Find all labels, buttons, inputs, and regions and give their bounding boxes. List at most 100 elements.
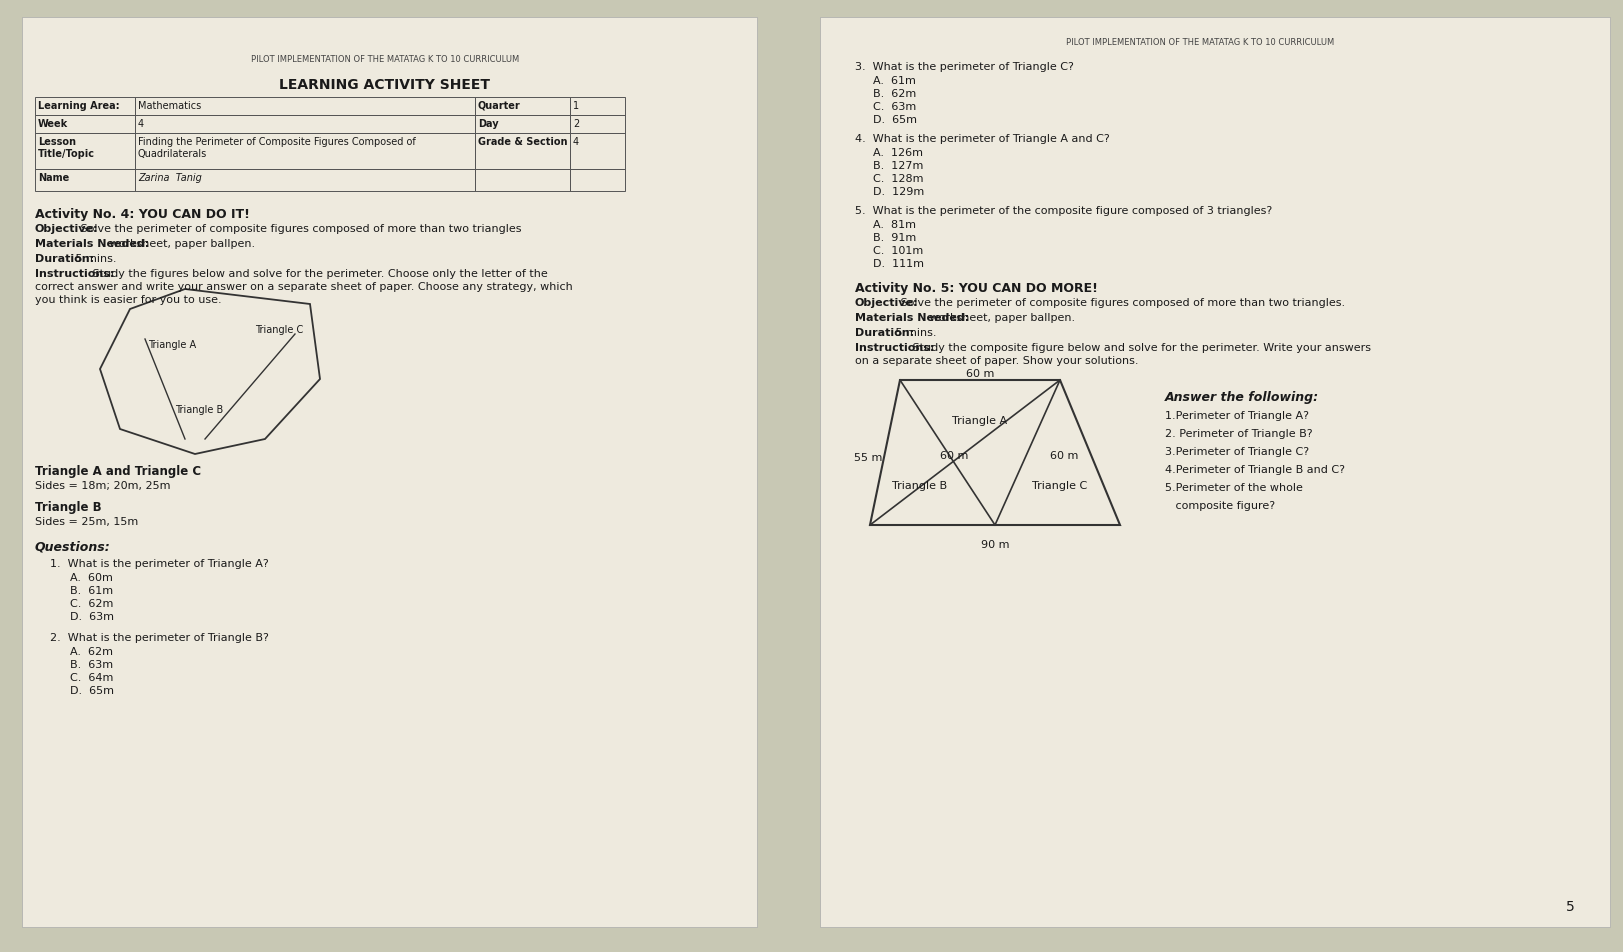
Text: Triangle B: Triangle B	[36, 501, 102, 513]
Bar	[36, 134, 135, 169]
Text: 1.Perimeter of Triangle A?: 1.Perimeter of Triangle A?	[1164, 410, 1308, 421]
Text: 55 m: 55 m	[854, 452, 881, 463]
Text: Day: Day	[477, 119, 498, 129]
Text: 4.Perimeter of Triangle B and C?: 4.Perimeter of Triangle B and C?	[1164, 465, 1344, 474]
Text: Triangle C: Triangle C	[1032, 481, 1087, 490]
Text: 60 m: 60 m	[966, 368, 993, 379]
Text: B.  127m: B. 127m	[873, 161, 923, 170]
Bar	[36, 98, 135, 116]
Text: B.  91m: B. 91m	[873, 232, 915, 243]
FancyBboxPatch shape	[23, 18, 756, 927]
Text: 1.  What is the perimeter of Triangle A?: 1. What is the perimeter of Triangle A?	[50, 559, 268, 568]
Bar	[570, 98, 625, 116]
Text: Activity No. 4: YOU CAN DO IT!: Activity No. 4: YOU CAN DO IT!	[36, 208, 250, 221]
Text: Quarter: Quarter	[477, 101, 521, 110]
Bar	[135, 134, 474, 169]
Text: LEARNING ACTIVITY SHEET: LEARNING ACTIVITY SHEET	[279, 78, 490, 92]
Text: PILOT IMPLEMENTATION OF THE MATATAG K TO 10 CURRICULUM: PILOT IMPLEMENTATION OF THE MATATAG K TO…	[250, 55, 519, 64]
Text: Materials Needed:: Materials Needed:	[854, 312, 969, 323]
Text: C.  62m: C. 62m	[70, 599, 114, 608]
Text: D.  63m: D. 63m	[70, 611, 114, 622]
Text: D.  65m: D. 65m	[70, 685, 114, 695]
Text: worksheet, paper ballpen.: worksheet, paper ballpen.	[925, 312, 1074, 323]
Text: Zarina  Tanig: Zarina Tanig	[138, 173, 201, 183]
Bar	[474, 116, 570, 134]
Text: 4: 4	[138, 119, 144, 129]
Text: Objective:: Objective:	[36, 224, 99, 234]
Text: A.  126m: A. 126m	[873, 148, 922, 158]
Text: Solve the perimeter of composite figures composed of more than two triangles.: Solve the perimeter of composite figures…	[896, 298, 1344, 307]
Text: D.  111m: D. 111m	[873, 259, 923, 268]
Text: C.  63m: C. 63m	[873, 102, 915, 112]
Text: 2.  What is the perimeter of Triangle B?: 2. What is the perimeter of Triangle B?	[50, 632, 269, 643]
Text: 3.  What is the perimeter of Triangle C?: 3. What is the perimeter of Triangle C?	[854, 62, 1073, 72]
Text: Objective:: Objective:	[854, 298, 919, 307]
Bar	[474, 98, 570, 116]
Text: B.  61m: B. 61m	[70, 585, 114, 595]
Text: D.  129m: D. 129m	[873, 187, 923, 197]
Text: Sides = 25m, 15m: Sides = 25m, 15m	[36, 516, 138, 526]
Text: Sides = 18m; 20m, 25m: Sides = 18m; 20m, 25m	[36, 481, 170, 490]
Text: 5.  What is the perimeter of the composite figure composed of 3 triangles?: 5. What is the perimeter of the composit…	[854, 206, 1271, 216]
Text: Name: Name	[37, 173, 70, 183]
Text: Triangle A and Triangle C: Triangle A and Triangle C	[36, 465, 201, 478]
Text: Triangle C: Triangle C	[255, 325, 304, 335]
Text: Duration:: Duration:	[36, 254, 94, 264]
Text: Study the figures below and solve for the perimeter. Choose only the letter of t: Study the figures below and solve for th…	[89, 268, 547, 279]
Text: 4.  What is the perimeter of Triangle A and C?: 4. What is the perimeter of Triangle A a…	[854, 134, 1109, 144]
Bar	[570, 134, 625, 169]
Text: Materials Needed:: Materials Needed:	[36, 239, 149, 248]
Text: Grade & Section: Grade & Section	[477, 137, 566, 147]
Text: Activity No. 5: YOU CAN DO MORE!: Activity No. 5: YOU CAN DO MORE!	[854, 282, 1097, 295]
Text: 90 m: 90 m	[980, 540, 1008, 549]
Text: Triangle B: Triangle B	[175, 405, 222, 414]
Text: Week: Week	[37, 119, 68, 129]
Text: C.  101m: C. 101m	[873, 246, 923, 256]
Text: B.  62m: B. 62m	[873, 89, 915, 99]
Text: Instructions:: Instructions:	[854, 343, 933, 352]
Text: A.  62m: A. 62m	[70, 646, 114, 656]
Text: 5.Perimeter of the whole: 5.Perimeter of the whole	[1164, 483, 1302, 492]
Bar	[570, 169, 625, 191]
Text: 60 m: 60 m	[940, 450, 967, 461]
Bar	[570, 116, 625, 134]
Text: D.  65m: D. 65m	[873, 115, 917, 125]
Bar	[135, 169, 474, 191]
Text: 60 m: 60 m	[1050, 450, 1078, 461]
Text: 4: 4	[573, 137, 579, 147]
Text: 5: 5	[1565, 899, 1573, 913]
Text: C.  128m: C. 128m	[873, 174, 923, 184]
Text: 5 mins.: 5 mins.	[73, 254, 117, 264]
Text: 2: 2	[573, 119, 579, 129]
Bar	[36, 116, 135, 134]
Bar	[474, 134, 570, 169]
Text: Finding the Perimeter of Composite Figures Composed of
Quadrilaterals: Finding the Perimeter of Composite Figur…	[138, 137, 415, 158]
Bar	[474, 169, 570, 191]
Bar	[135, 116, 474, 134]
Text: composite figure?: composite figure?	[1164, 501, 1274, 510]
Text: Lesson
Title/Topic: Lesson Title/Topic	[37, 137, 94, 158]
Text: Questions:: Questions:	[36, 541, 110, 553]
Text: Triangle B: Triangle B	[893, 481, 946, 490]
Text: on a separate sheet of paper. Show your solutions.: on a separate sheet of paper. Show your …	[854, 356, 1138, 366]
Text: B.  63m: B. 63m	[70, 660, 114, 669]
Text: C.  64m: C. 64m	[70, 672, 114, 683]
Text: Learning Area:: Learning Area:	[37, 101, 120, 110]
Text: Solve the perimeter of composite figures composed of more than two triangles: Solve the perimeter of composite figures…	[76, 224, 521, 234]
Text: Triangle A: Triangle A	[148, 340, 196, 349]
Text: A.  81m: A. 81m	[873, 220, 915, 229]
Text: 5 mins.: 5 mins.	[893, 327, 936, 338]
Text: 2. Perimeter of Triangle B?: 2. Perimeter of Triangle B?	[1164, 428, 1311, 439]
Text: 3.Perimeter of Triangle C?: 3.Perimeter of Triangle C?	[1164, 446, 1308, 457]
Text: PILOT IMPLEMENTATION OF THE MATATAG K TO 10 CURRICULUM: PILOT IMPLEMENTATION OF THE MATATAG K TO…	[1065, 38, 1334, 47]
Text: Study the composite figure below and solve for the perimeter. Write your answers: Study the composite figure below and sol…	[909, 343, 1370, 352]
Text: A.  60m: A. 60m	[70, 572, 114, 583]
Text: Instructions:: Instructions:	[36, 268, 114, 279]
Bar	[135, 98, 474, 116]
Text: Mathematics: Mathematics	[138, 101, 201, 110]
Text: correct answer and write your answer on a separate sheet of paper. Choose any st: correct answer and write your answer on …	[36, 282, 573, 291]
Text: Duration:: Duration:	[854, 327, 914, 338]
Bar	[36, 169, 135, 191]
Text: worksheet, paper ballpen.: worksheet, paper ballpen.	[105, 239, 255, 248]
Text: Triangle A: Triangle A	[951, 416, 1006, 426]
